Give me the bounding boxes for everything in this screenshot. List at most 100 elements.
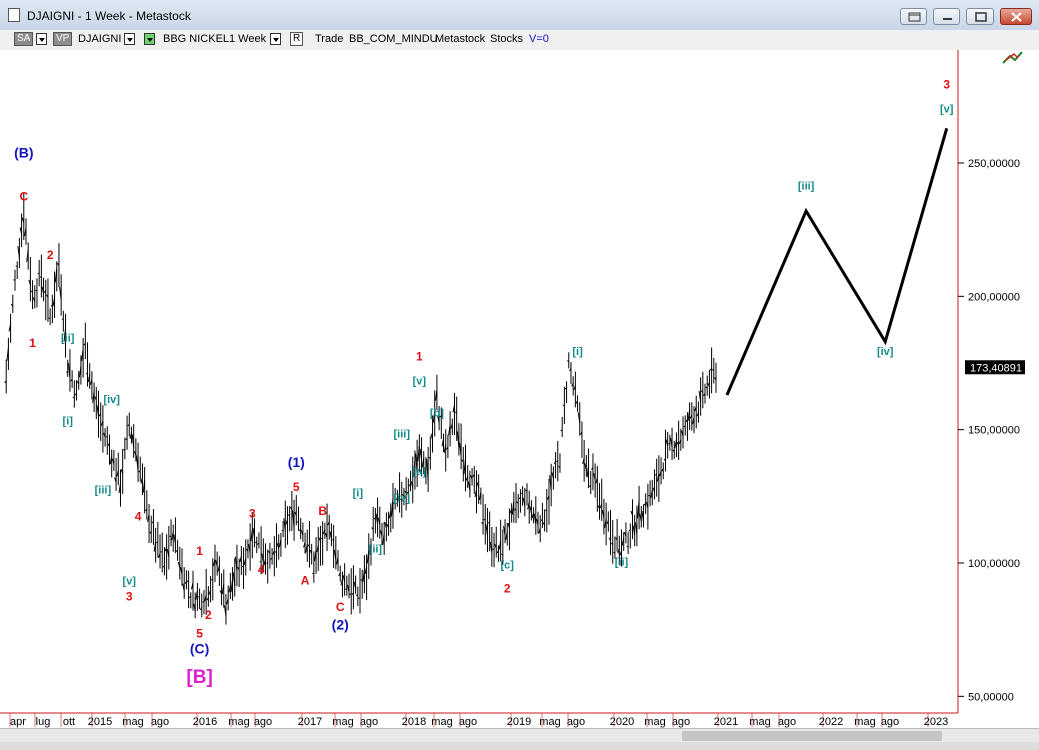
price-bar-open — [670, 437, 673, 448]
symbol-dropdown[interactable] — [124, 33, 135, 45]
price-bar-open — [489, 541, 493, 553]
minimize-button[interactable] — [933, 8, 960, 25]
wave-label: (C) — [190, 641, 209, 657]
x-tick-label: 2016 — [193, 716, 217, 728]
price-bar-open — [476, 482, 480, 489]
price-bar-open — [116, 470, 119, 477]
price-bar-open — [516, 501, 519, 504]
price-bar-open — [74, 393, 77, 396]
x-tick-label: ago — [778, 716, 796, 728]
price-bar-open — [591, 467, 594, 471]
price-bar-open — [470, 475, 473, 480]
close-button[interactable] — [1000, 8, 1032, 25]
price-bar-open — [57, 262, 60, 266]
price-bar-open — [100, 420, 104, 426]
price-bar-open — [668, 442, 671, 445]
wave-label: (B) — [14, 145, 33, 161]
price-bar-open — [6, 347, 9, 361]
wave-label: 2 — [504, 581, 511, 595]
wave-label: [i] — [63, 415, 74, 427]
price-bar-open — [120, 469, 124, 474]
wave-label: 1 — [416, 349, 423, 363]
status-indicator[interactable] — [144, 33, 155, 45]
price-bar-open — [593, 473, 596, 480]
price-bar-open — [232, 572, 236, 586]
price-bar-open — [514, 507, 517, 511]
price-bar-open — [199, 607, 203, 611]
horizontal-scrollbar[interactable] — [0, 728, 1039, 743]
price-bar-open — [573, 385, 576, 391]
price-bar-open — [261, 553, 264, 562]
price-bar-open — [325, 532, 328, 539]
price-bar-open — [630, 510, 633, 516]
sa-dropdown[interactable] — [36, 33, 47, 45]
wave-label: (1) — [288, 454, 305, 470]
price-bar-open — [542, 522, 546, 526]
price-bar-open — [580, 431, 583, 435]
price-bar-open — [377, 517, 381, 525]
price-bar-open — [617, 548, 620, 554]
price-bar-open — [338, 572, 341, 577]
wave-label: 4 — [258, 563, 265, 577]
price-bar-open — [450, 423, 453, 429]
price-bar-open — [118, 483, 121, 494]
maximize-button[interactable] — [966, 8, 994, 25]
period-label: 1 Week — [229, 33, 267, 45]
price-bar-open — [406, 491, 409, 494]
price-bar-open — [114, 477, 117, 483]
price-bar-open — [485, 524, 488, 536]
chart-settings-icon[interactable] — [1002, 51, 1023, 64]
price-bar-open — [608, 537, 611, 540]
price-bar-open — [147, 514, 150, 522]
price-bar-open — [50, 305, 53, 307]
price-bar-open — [597, 505, 600, 509]
price-bar-open — [81, 349, 84, 362]
price-bar-open — [230, 579, 234, 593]
price-bar-open — [52, 297, 56, 307]
price-bar-open — [478, 492, 482, 501]
sa-button[interactable]: SA — [14, 32, 34, 46]
price-bar-open — [32, 297, 36, 302]
price-bar-open — [707, 382, 710, 387]
x-tick-label: ago — [672, 716, 690, 728]
restore-layout-button[interactable] — [900, 8, 927, 25]
price-bar-open — [549, 475, 552, 491]
price-bar-open — [448, 424, 451, 436]
price-bar-open — [287, 514, 290, 516]
price-bar-open — [226, 598, 229, 605]
price-bar-open — [709, 368, 712, 371]
price-bar-open — [551, 472, 554, 479]
price-bar-open — [641, 510, 644, 522]
y-tick-label: 100,00000 — [968, 558, 1020, 570]
scroll-thumb[interactable] — [682, 731, 942, 741]
price-bar-open — [652, 487, 655, 492]
status-strip — [0, 742, 1039, 750]
price-bar-open — [459, 442, 462, 457]
chart-area[interactable]: (B) C 1 2 [ii] [i] [iv] [iii] 4 [v] 3 1 5 2 (C) [B] 3 4 (1… — [0, 50, 1039, 728]
minimize-icon — [943, 18, 952, 20]
price-bar-open — [223, 605, 227, 617]
price-bar-open — [347, 584, 350, 593]
app-label: Metastock — [435, 33, 486, 45]
price-bar-open — [123, 448, 126, 451]
x-tick-label: lug — [36, 716, 51, 728]
price-bar-open — [654, 473, 657, 476]
wave-label: [ii] — [615, 557, 629, 569]
r-button[interactable]: R — [290, 32, 304, 46]
price-bar-open — [623, 531, 627, 537]
price-bar-open — [465, 476, 469, 481]
period-dropdown[interactable] — [270, 33, 281, 45]
price-bar-open — [441, 438, 445, 447]
price-bar-open — [285, 519, 288, 525]
forecast-line — [725, 127, 949, 396]
price-bar-open — [558, 465, 561, 468]
price-bar-open — [182, 583, 185, 591]
x-tick-label: 2018 — [402, 716, 426, 728]
wave-label: [i] — [353, 487, 364, 499]
price-bar-open — [362, 569, 365, 582]
price-bar-open — [445, 446, 449, 450]
trade-label: Trade — [315, 33, 344, 45]
vp-button[interactable]: VP — [53, 32, 73, 46]
wave-label: A — [301, 573, 310, 587]
price-bar-open — [560, 429, 563, 432]
